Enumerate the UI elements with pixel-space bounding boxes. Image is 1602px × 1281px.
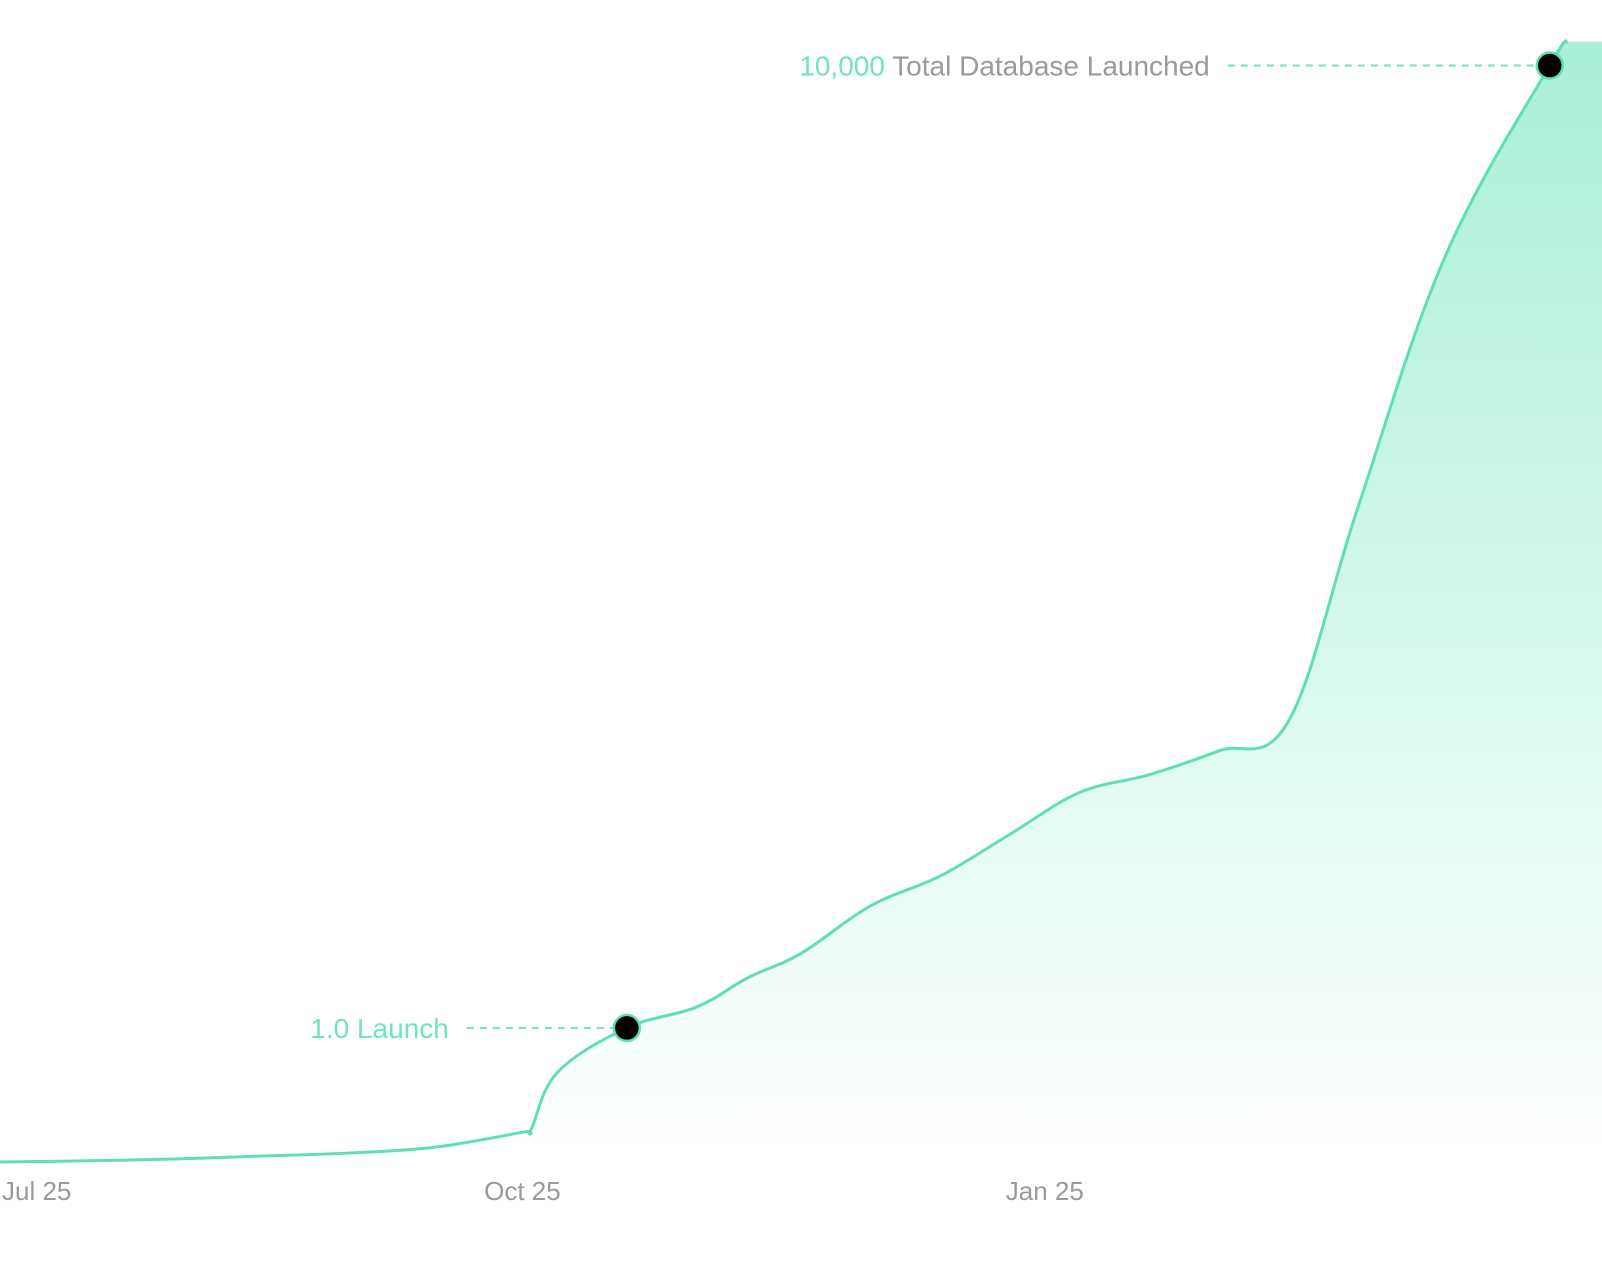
x-tick-label: Jul 25: [2, 1176, 71, 1206]
series-area: [0, 40, 1602, 1163]
annotation-1: 10,000 Total Database Launched: [799, 51, 1565, 82]
area-fill-0: [0, 40, 1602, 1163]
x-tick-label: Jan 25: [1006, 1176, 1084, 1206]
x-tick-label: Oct 25: [484, 1176, 561, 1206]
series-line-0: [0, 39, 1569, 1164]
series-line-group: [0, 39, 1569, 1164]
annotation-text: 1.0 Launch: [310, 1013, 449, 1044]
annotation-label: 1.0 Launch: [310, 1013, 449, 1044]
annotation-marker: [1535, 51, 1565, 80]
annotations: 1.0 Launch 10,000 Total Database Launched: [310, 51, 1565, 1044]
annotation-number: 10,000: [799, 51, 885, 82]
annotation-marker: [612, 1013, 642, 1043]
annotation-0: 1.0 Launch: [310, 1013, 642, 1044]
annotation-label: 10,000 Total Database Launched: [799, 51, 1209, 82]
x-axis-ticks: Jul 25 Oct 25 Jan 25: [2, 1176, 1084, 1206]
annotation-text: Total Database Launched: [885, 51, 1210, 82]
